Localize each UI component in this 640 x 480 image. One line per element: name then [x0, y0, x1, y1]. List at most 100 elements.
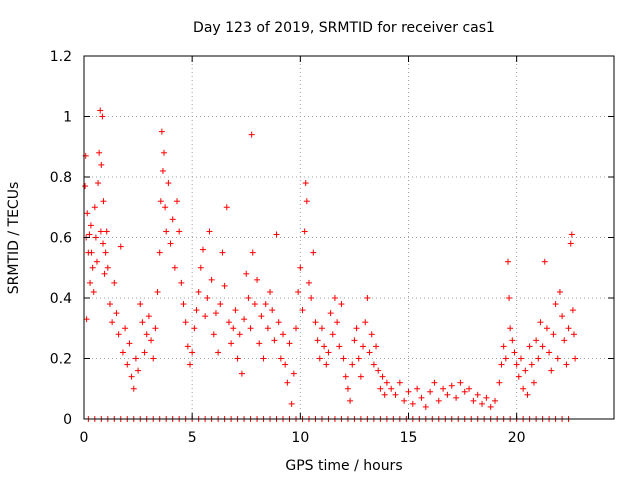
x-tick-label: 10: [291, 430, 309, 446]
data-point: [264, 325, 271, 332]
data-point: [102, 249, 109, 256]
data-point: [117, 243, 124, 250]
data-point: [347, 397, 354, 404]
data-point: [148, 337, 155, 344]
data-point: [87, 279, 94, 286]
data-point: [189, 349, 196, 356]
data-point: [355, 355, 362, 362]
x-axis-label: GPS time / hours: [285, 458, 402, 474]
data-point: [139, 319, 146, 326]
data-point: [498, 361, 505, 368]
data-point: [344, 385, 351, 392]
data-point: [171, 264, 178, 271]
data-point: [241, 316, 248, 323]
y-axis-label: SRMTID / TECUs: [6, 182, 22, 295]
data-point: [145, 313, 152, 320]
data-point: [511, 349, 518, 356]
data-point: [184, 343, 191, 350]
chart-title: Day 123 of 2019, SRMTID for receiver cas…: [193, 20, 495, 36]
data-point: [299, 307, 306, 314]
data-point: [338, 301, 345, 308]
data-point: [515, 373, 522, 380]
data-point: [554, 355, 561, 362]
data-point: [225, 319, 232, 326]
data-point: [97, 228, 104, 235]
data-point: [546, 349, 553, 356]
data-point: [109, 319, 116, 326]
data-point: [522, 367, 529, 374]
data-point: [232, 307, 239, 314]
data-point: [435, 397, 442, 404]
data-point: [206, 228, 213, 235]
data-point: [215, 349, 222, 356]
data-point: [103, 228, 110, 235]
data-point: [379, 373, 386, 380]
data-point: [526, 343, 533, 350]
data-point: [543, 325, 550, 332]
data-point: [202, 313, 209, 320]
data-point: [163, 228, 170, 235]
data-point: [260, 355, 267, 362]
data-point: [431, 379, 438, 386]
data-point: [377, 385, 384, 392]
data-point: [275, 319, 282, 326]
data-point: [340, 355, 347, 362]
data-point: [277, 355, 284, 362]
data-point: [444, 391, 451, 398]
data-point: [187, 361, 193, 368]
data-point: [143, 331, 150, 338]
data-point: [210, 331, 217, 338]
data-point: [418, 394, 425, 401]
data-point: [474, 391, 481, 398]
data-point: [156, 249, 163, 256]
data-point: [267, 288, 274, 295]
data-point: [199, 246, 206, 253]
data-point: [245, 295, 252, 301]
data-point: [262, 301, 269, 308]
data-point: [533, 337, 540, 344]
data-point: [104, 264, 111, 271]
data-point: [310, 249, 317, 256]
data-point: [132, 355, 139, 362]
data-point: [247, 325, 254, 332]
data-point: [282, 361, 289, 368]
data-point: [422, 403, 429, 410]
y-tick-label: 1: [63, 110, 72, 126]
data-point: [331, 295, 338, 301]
data-point: [353, 325, 360, 332]
data-point: [89, 264, 96, 271]
y-tick-label: 0.2: [50, 352, 72, 368]
data-point: [362, 319, 369, 326]
data-point: [539, 343, 546, 350]
data-point: [82, 183, 89, 190]
data-point: [366, 349, 373, 356]
data-point: [234, 355, 241, 362]
data-point: [461, 388, 468, 395]
data-point: [90, 288, 97, 295]
data-point: [392, 391, 399, 398]
data-point: [528, 361, 535, 368]
data-point: [440, 385, 447, 392]
data-point: [290, 370, 297, 377]
data-point: [342, 373, 349, 380]
data-point: [162, 204, 169, 211]
data-point: [327, 310, 334, 317]
grid: [84, 56, 614, 419]
data-point: [165, 180, 172, 187]
data-point: [288, 400, 295, 407]
data-point: [101, 270, 108, 277]
data-point: [375, 367, 382, 374]
data-point: [448, 382, 455, 389]
data-point: [570, 331, 577, 338]
data-point: [176, 228, 183, 235]
data-point: [505, 258, 511, 265]
data-point: [314, 337, 321, 344]
data-point: [93, 258, 100, 265]
data-point: [119, 349, 126, 356]
data-point: [167, 240, 174, 247]
data-point: [364, 295, 371, 301]
data-point: [122, 325, 129, 332]
data-point: [517, 355, 524, 362]
data-point: [318, 325, 325, 332]
data-point: [563, 361, 570, 368]
